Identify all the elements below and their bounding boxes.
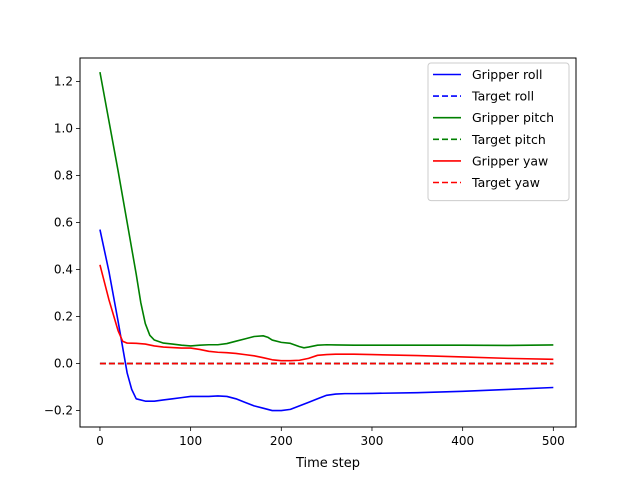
legend-box: [427, 62, 570, 202]
x-tick-label: 200: [270, 434, 293, 448]
series-line-gripper-yaw: [99, 264, 554, 362]
legend-entry-label: Target pitch: [471, 132, 546, 147]
series-line-gripper-pitch: [99, 71, 554, 349]
x-tick-label: 100: [179, 434, 202, 448]
y-axis: −0.2 0.0 0.2 0.4 0.6 0.8 1.0 1.2: [44, 75, 80, 418]
y-tick-label: 0.0: [54, 357, 73, 371]
legend-entry-label: Gripper pitch: [472, 110, 554, 125]
series-line-gripper-roll: [99, 229, 554, 412]
x-axis-label: Time step: [295, 456, 360, 471]
legend-entry-label: Target roll: [471, 89, 534, 104]
y-tick-label: 0.6: [54, 216, 73, 230]
legend-entry-label: Gripper roll: [472, 67, 542, 82]
x-tick-label: 0: [96, 434, 104, 448]
legend-entry-label: Target yaw: [471, 175, 540, 190]
y-tick-label: 1.2: [54, 75, 73, 89]
y-tick-label: 0.4: [54, 263, 73, 277]
legend-entry-label: Gripper yaw: [472, 153, 548, 168]
x-axis: 0 100 200 300 400 500: [96, 427, 565, 448]
series-layer: [99, 71, 554, 412]
legend: Gripper roll Target roll Gripper pitch Targ…: [427, 62, 570, 202]
x-tick-label: 400: [451, 434, 474, 448]
x-tick-label: 500: [542, 434, 565, 448]
y-tick-label: 0.8: [54, 169, 73, 183]
plot-frame: [79, 57, 577, 428]
x-tick-label: 300: [361, 434, 384, 448]
y-tick-label: 1.0: [54, 122, 73, 136]
y-tick-label: −0.2: [44, 404, 73, 418]
y-tick-label: 0.2: [54, 310, 73, 324]
